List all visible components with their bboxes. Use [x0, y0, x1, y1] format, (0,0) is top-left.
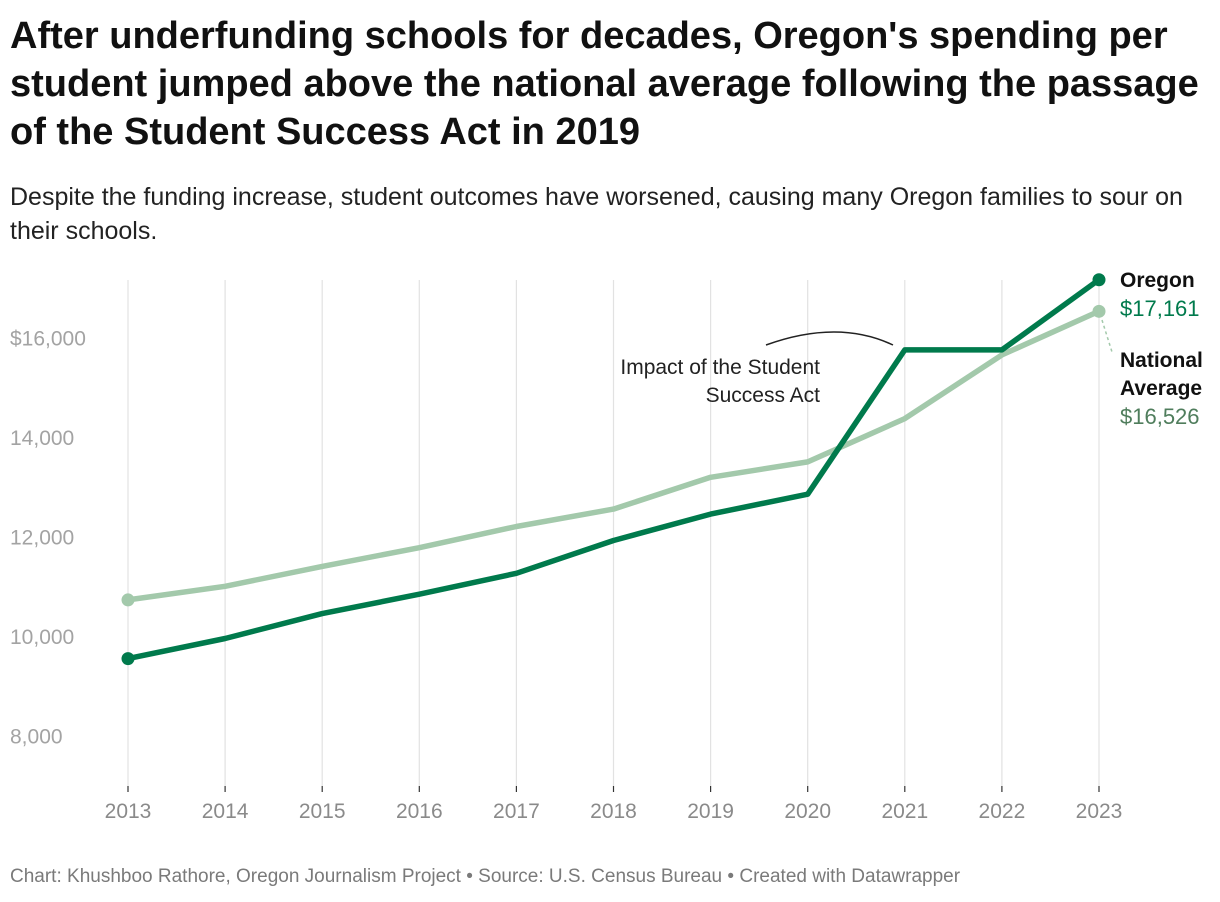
x-tick-label-2017: 2017 [493, 800, 540, 823]
x-tick-label-2015: 2015 [299, 800, 346, 823]
x-tick-label-2023: 2023 [1076, 800, 1123, 823]
x-tick-label-2021: 2021 [881, 800, 928, 823]
y-tick-label-16000: $16,000 [10, 328, 86, 351]
series-lines [121, 273, 1106, 666]
y-tick-label-14000: 14,000 [10, 427, 74, 450]
national-average-line [125, 308, 1102, 603]
x-tick-label-2019: 2019 [687, 800, 734, 823]
footer-created-with: Created with Datawrapper [739, 866, 961, 887]
y-tick-label-12000: 12,000 [10, 527, 74, 550]
vertical-gridlines [127, 280, 1100, 786]
footer-credit: Chart: Khushboo Rathore, Oregon Journali… [10, 866, 461, 887]
national-series-name-line-1: National [1120, 349, 1203, 372]
national-average-end-point [1092, 304, 1106, 318]
x-axis: 2013 2014 2015 2016 2017 2018 2019 2020 2021 2022… [105, 786, 1123, 823]
national-end-value: $16,526 [1120, 404, 1200, 429]
national-label-leader [1101, 319, 1113, 353]
national-average-start-point [121, 593, 135, 607]
footer-separator-1: • [466, 866, 473, 887]
annotation-line-1: Impact of the Student [620, 356, 820, 379]
annotation-line-2: Success Act [706, 384, 821, 407]
y-axis: $16,000 14,000 12,000 10,000 8,000 [10, 328, 86, 749]
footer-source: Source: U.S. Census Bureau [478, 866, 723, 887]
chart-footer: Chart: Khushboo Rathore, Oregon Journali… [10, 866, 960, 888]
chart-title: After underfunding schools for decades, … [10, 15, 1199, 153]
oregon-start-point [121, 652, 135, 666]
x-tick-label-2014: 2014 [202, 800, 249, 823]
oregon-end-point [1092, 273, 1106, 287]
oregon-series-name: Oregon [1120, 269, 1195, 292]
x-tick-label-2020: 2020 [784, 800, 831, 823]
national-series-name-line-2: Average [1120, 377, 1202, 400]
x-tick-label-2013: 2013 [105, 800, 152, 823]
y-tick-label-10000: 10,000 [10, 626, 74, 649]
oregon-end-value: $17,161 [1120, 296, 1200, 321]
oregon-line [125, 276, 1102, 662]
y-tick-label-8000: 8,000 [10, 726, 63, 749]
chart-subtitle: Despite the funding increase, student ou… [10, 183, 1183, 245]
x-tick-label-2016: 2016 [396, 800, 443, 823]
x-tick-label-2018: 2018 [590, 800, 637, 823]
x-tick-label-2022: 2022 [979, 800, 1026, 823]
annotation-arc [765, 331, 894, 346]
footer-separator-2: • [727, 866, 735, 887]
